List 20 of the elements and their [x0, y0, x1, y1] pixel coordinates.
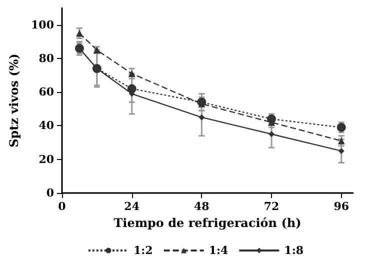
point	[127, 84, 136, 94]
x-axis-title: Tiempo de refrigeración (h)	[114, 216, 302, 230]
x-tick-label: 0	[58, 200, 66, 213]
point	[198, 114, 205, 120]
legend-label: 1:2	[133, 244, 153, 257]
legend-label: 1:4	[208, 244, 229, 257]
y-tick-label: 100	[31, 18, 54, 32]
y-tick-label: 60	[38, 86, 54, 99]
y-tick-label: 20	[38, 152, 54, 166]
y-tick-label: 40	[38, 119, 54, 132]
point	[338, 148, 344, 154]
y-tick-label: 0	[46, 186, 54, 200]
y-axis-title: Sptz vivos (%)	[7, 54, 22, 148]
x-tick-label: 48	[194, 200, 210, 213]
y-tick-label: 80	[38, 52, 54, 65]
x-tick-label: 72	[264, 200, 280, 213]
x-tick-label: 24	[124, 200, 140, 213]
x-tick-label: 96	[334, 200, 350, 213]
point	[268, 131, 275, 138]
legend-label: 1:8	[284, 244, 304, 257]
